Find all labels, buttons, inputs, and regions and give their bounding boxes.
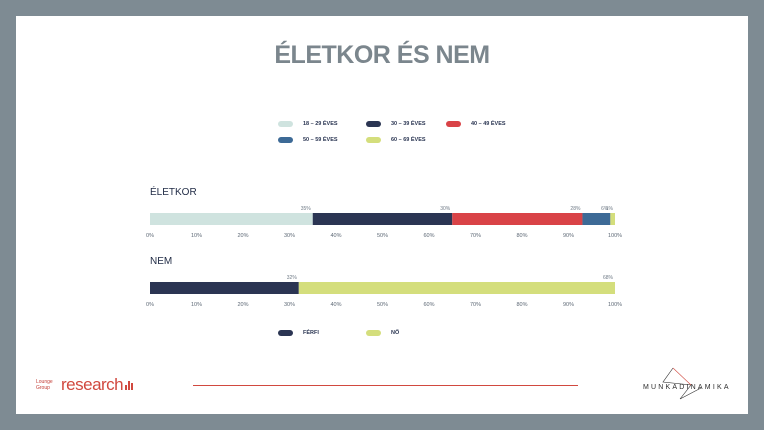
- tick-label-gender-2: 20%: [237, 302, 248, 308]
- legend-label: 40 – 49 ÉVES: [471, 121, 506, 127]
- legend-label: FÉRFI: [303, 330, 319, 336]
- tick-label-gender-3: 30%: [284, 302, 295, 308]
- tick-label-age-2: 20%: [237, 233, 248, 239]
- tick-label-age-7: 70%: [470, 233, 481, 239]
- logo-big-text: research: [61, 375, 124, 394]
- legend-swatch: [278, 330, 293, 336]
- bar-segment-gender-1: [298, 282, 615, 294]
- tick-label-age-9: 90%: [563, 233, 574, 239]
- legend-swatch: [278, 121, 293, 127]
- data-label-age-0: 35%: [301, 206, 312, 212]
- tick-label-gender-4: 40%: [330, 302, 341, 308]
- data-label-age-2: 28%: [570, 206, 581, 212]
- tick-label-age-3: 30%: [284, 233, 295, 239]
- logo-small-text: Lounge Group: [36, 379, 53, 391]
- legend-label: 18 – 29 ÉVES: [303, 121, 338, 127]
- chart-label-age: ÉLETKOR: [150, 187, 197, 198]
- tick-label-age-6: 60%: [423, 233, 434, 239]
- legend-item-age-3: 50 – 59 ÉVES: [278, 137, 338, 143]
- tick-label-age-8: 80%: [516, 233, 527, 239]
- triangle-mark-icon: [662, 367, 702, 400]
- data-label-gender-1: 68%: [603, 275, 614, 281]
- legend-label: 30 – 39 ÉVES: [391, 121, 426, 127]
- data-label-age-1: 30%: [440, 206, 451, 212]
- data-label-gender-0: 32%: [287, 275, 298, 281]
- legend-label: 50 – 59 ÉVES: [303, 137, 338, 143]
- legend-swatch: [278, 137, 293, 143]
- tick-label-gender-8: 80%: [516, 302, 527, 308]
- bar-chart-icon: [125, 380, 134, 390]
- chart-svg: 35% 30% 28% 6%1% 0% 10% 20% 30% 40% 50% 60% 70% 80% 9…: [146, 206, 622, 308]
- tick-label-gender-0: 0%: [146, 302, 154, 308]
- lounge-research-logo: Lounge Group research: [36, 375, 134, 395]
- page-title: ÉLETKOR ÉS NEM: [274, 41, 490, 69]
- legend-label: 60 – 69 ÉVES: [391, 137, 426, 143]
- bar-segment-age-3: [582, 213, 611, 225]
- slide: ÉLETKOR ÉS NEM 18 – 29 ÉVES 30 – 39 ÉVES…: [16, 16, 748, 414]
- tick-label-age-5: 50%: [377, 233, 388, 239]
- tick-label-age-0: 0%: [146, 233, 154, 239]
- legend-item-age-2: 40 – 49 ÉVES: [446, 121, 506, 127]
- tick-label-age-10: 100%: [608, 233, 622, 239]
- legend-swatch: [366, 330, 381, 336]
- legend-item-age-0: 18 – 29 ÉVES: [278, 121, 338, 127]
- legend-item-gender-1: NŐ: [366, 330, 399, 336]
- tick-label-gender-10: 100%: [608, 302, 622, 308]
- legend-item-gender-0: FÉRFI: [278, 330, 319, 336]
- data-label-age-4: 1%: [606, 206, 614, 212]
- tick-label-gender-7: 70%: [470, 302, 481, 308]
- munkadinamika-logo: MUNKADINAMIKA: [643, 366, 738, 402]
- bar-segment-age-1: [312, 213, 453, 225]
- footer-divider: [193, 385, 578, 386]
- legend-swatch: [366, 137, 381, 143]
- tick-label-age-4: 40%: [330, 233, 341, 239]
- legend-item-age-1: 30 – 39 ÉVES: [366, 121, 426, 127]
- tick-label-gender-6: 60%: [423, 302, 434, 308]
- tick-label-gender-5: 50%: [377, 302, 388, 308]
- data-label-age-3: 6%: [601, 206, 609, 212]
- logo-right-text: MUNKADINAMIKA: [643, 384, 731, 391]
- legend-label: NŐ: [391, 330, 400, 336]
- legend-swatch: [446, 121, 461, 127]
- bar-segment-age-2: [452, 213, 583, 225]
- tick-label-gender-9: 90%: [563, 302, 574, 308]
- chart-label-gender: NEM: [150, 256, 173, 267]
- bar-segment-age-0: [150, 213, 313, 225]
- tick-label-gender-1: 10%: [191, 302, 202, 308]
- bar-segment-age-4: [610, 213, 615, 225]
- legend-item-age-4: 60 – 69 ÉVES: [366, 137, 426, 143]
- tick-label-age-1: 10%: [191, 233, 202, 239]
- legend-swatch: [366, 121, 381, 127]
- bar-segment-gender-0: [150, 282, 299, 294]
